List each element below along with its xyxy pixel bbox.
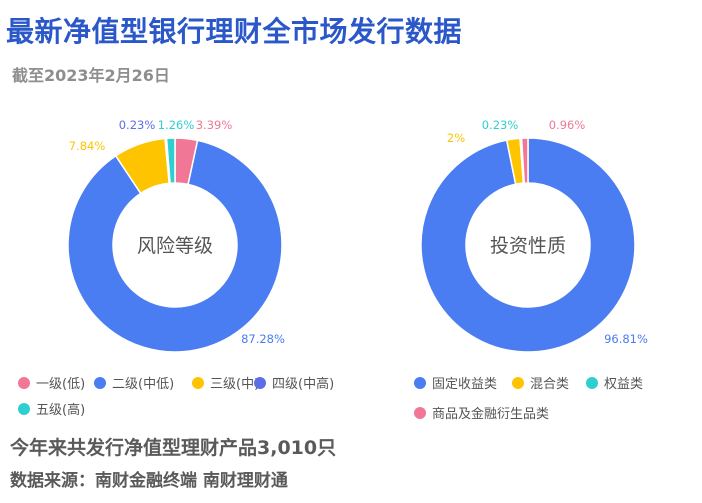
legend-item: 四级(中高) (254, 373, 334, 392)
legend-label: 商品及金融衍生品类 (432, 407, 550, 422)
slice-value-label: 1.26% (158, 118, 195, 132)
legend-label: 五级(高) (36, 403, 86, 418)
legend-label: 三级(中) (210, 377, 260, 392)
summary-text: 今年来共发行净值型理财产品3,010只 (10, 437, 337, 459)
legend-dot-icon (512, 376, 524, 389)
donut-center-label: 风险等级 (137, 235, 213, 257)
legend-item: 二级(中低) (94, 373, 174, 392)
slice-value-label: 3.39% (196, 118, 233, 132)
slice-4 (520, 137, 529, 184)
risk-level-legend: 一级(低) 二级(中低) 三级(中) 四级(中高) 五级(高) (18, 373, 358, 423)
risk-level-donut-chart: 风险等级 3.39% 87.28% 7.84% 0.23% 1.26% (67, 118, 285, 353)
slice-value-label: 0.23% (119, 118, 156, 132)
legend-item: 权益类 (586, 373, 643, 392)
slice-value-label: 0.96% (549, 118, 586, 132)
legend-label: 权益类 (604, 377, 644, 392)
legend-item: 一级(低) (18, 373, 85, 392)
legend-label: 固定收益类 (432, 377, 498, 392)
slice-value-label: 7.84% (69, 139, 106, 153)
page-subtitle: 截至2023年2月26日 (12, 66, 170, 85)
legend-item: 三级(中) (192, 373, 259, 392)
investment-type-donut-chart: 投资性质 96.81% 2% 0.23% 0.96% (420, 118, 648, 353)
legend-dot-icon (18, 402, 30, 415)
legend-item: 混合类 (512, 373, 569, 392)
legend-item: 商品及金融衍生品类 (414, 403, 549, 422)
slice-1 (420, 137, 636, 353)
source-text: 数据来源：南财金融终端 南财理财通 (10, 471, 288, 491)
slice-value-label: 2% (447, 131, 465, 145)
investment-type-legend: 固定收益类 混合类 权益类商品及金融衍生品类 (414, 373, 694, 423)
legend-label: 二级(中低) (112, 377, 175, 392)
slice-2 (67, 139, 283, 353)
legend-item: 固定收益类 (414, 373, 497, 392)
slice-value-label: 96.81% (604, 332, 648, 346)
legend-dot-icon (414, 376, 426, 389)
legend-dot-icon (414, 406, 426, 419)
legend-label: 四级(中高) (272, 377, 335, 392)
legend-dot-icon (254, 376, 266, 389)
legend-label: 混合类 (530, 377, 570, 392)
page-title: 最新净值型银行理财全市场发行数据 (6, 15, 463, 48)
slice-value-label: 0.23% (482, 118, 519, 132)
slice-value-label: 87.28% (241, 332, 285, 346)
legend-label: 一级(低) (36, 377, 86, 392)
legend-item: 五级(高) (18, 399, 85, 418)
slice-5 (165, 137, 176, 185)
legend-dot-icon (586, 376, 598, 389)
legend-dot-icon (192, 376, 204, 389)
legend-dot-icon (94, 376, 106, 389)
legend-dot-icon (18, 376, 30, 389)
donut-center-label: 投资性质 (490, 235, 566, 257)
